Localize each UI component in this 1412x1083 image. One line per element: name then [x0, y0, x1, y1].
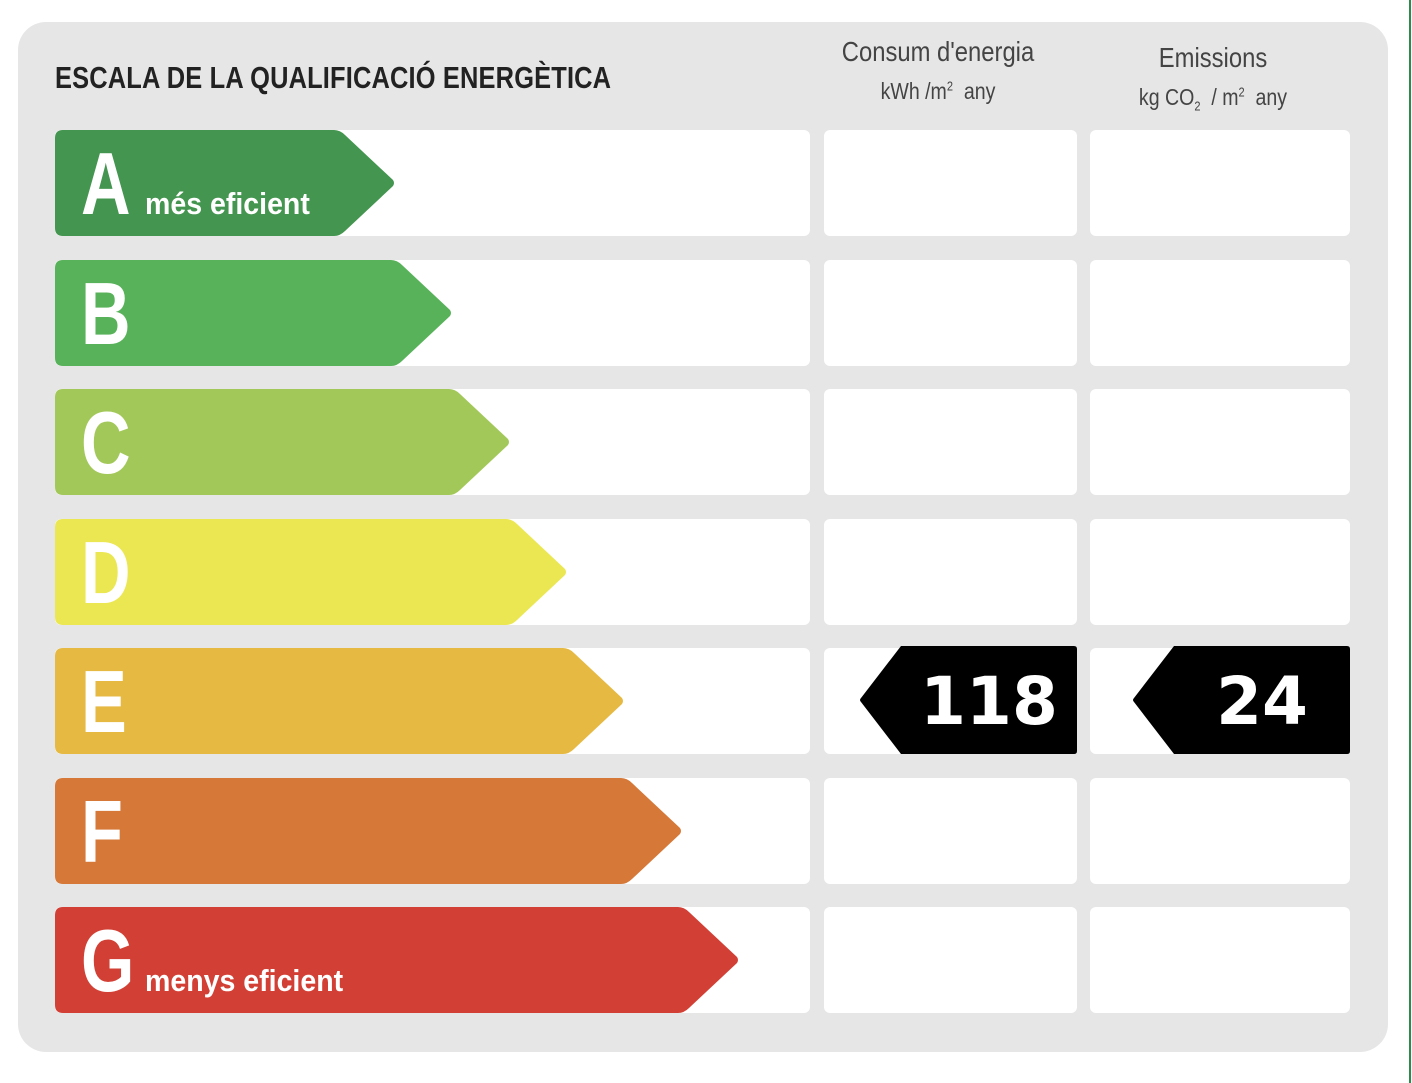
class-f-arrow-shape	[55, 778, 681, 884]
class-e-letter: E	[81, 652, 127, 751]
emissions-cell-c	[1090, 389, 1350, 495]
class-b-arrow-shape	[55, 260, 451, 366]
emissions-cell-a	[1090, 130, 1350, 236]
class-d-arrow-shape	[55, 519, 566, 625]
class-g-letter: G	[81, 911, 135, 1010]
consumption-title: Consum d'energia	[841, 36, 1035, 67]
class-c-bar: C	[55, 389, 510, 495]
class-c-arrow-shape	[55, 389, 509, 495]
edge-line	[1409, 0, 1411, 1083]
emissions-rating-marker-value: 24	[1216, 663, 1308, 740]
class-c-letter: C	[81, 393, 131, 492]
emissions-title: Emissions	[1158, 42, 1268, 73]
consumption-cell-a	[824, 130, 1077, 236]
consumption-cell-b	[824, 260, 1077, 366]
emissions-cell-d	[1090, 519, 1350, 625]
consumption-cell-c	[824, 389, 1077, 495]
consumption-rating-marker: 118	[859, 646, 1077, 754]
emissions-cell-f	[1090, 778, 1350, 884]
class-f-letter: F	[81, 782, 123, 881]
class-e-arrow-shape	[55, 648, 623, 754]
consumption-rating-marker-shape	[860, 646, 1077, 754]
emissions-rating-marker-shape	[1133, 646, 1350, 754]
class-a-arrow-shape	[55, 130, 394, 236]
emissions-cell-b	[1090, 260, 1350, 366]
class-e-bar: E	[55, 648, 624, 754]
emissions-rating-marker: 24	[1132, 646, 1350, 754]
class-d-bar: D	[55, 519, 567, 625]
emissions-cell-g	[1090, 907, 1350, 1013]
class-a-caption: més eficient	[145, 186, 310, 221]
class-b-bar: B	[55, 260, 452, 366]
consumption-unit: kWh /m2 any	[880, 78, 996, 104]
class-b-letter: B	[81, 264, 131, 363]
class-g-caption: menys eficient	[145, 963, 344, 998]
class-g-arrow-shape	[55, 907, 738, 1013]
emissions-header: Emissions kg CO2 / m2 any	[1098, 42, 1328, 114]
class-d-letter: D	[81, 523, 131, 622]
consumption-header: Consum d'energia kWh /m2 any	[823, 36, 1053, 105]
class-f-bar: F	[55, 778, 682, 884]
class-a-letter: A	[81, 134, 131, 233]
consumption-cell-f	[824, 778, 1077, 884]
emissions-unit: kg CO2 / m2 any	[1138, 84, 1288, 114]
consumption-cell-d	[824, 519, 1077, 625]
consumption-rating-marker-value: 118	[920, 663, 1058, 740]
consumption-cell-g	[824, 907, 1077, 1013]
label-title: ESCALA DE LA QUALIFICACIÓ ENERGÈTICA	[55, 60, 612, 95]
